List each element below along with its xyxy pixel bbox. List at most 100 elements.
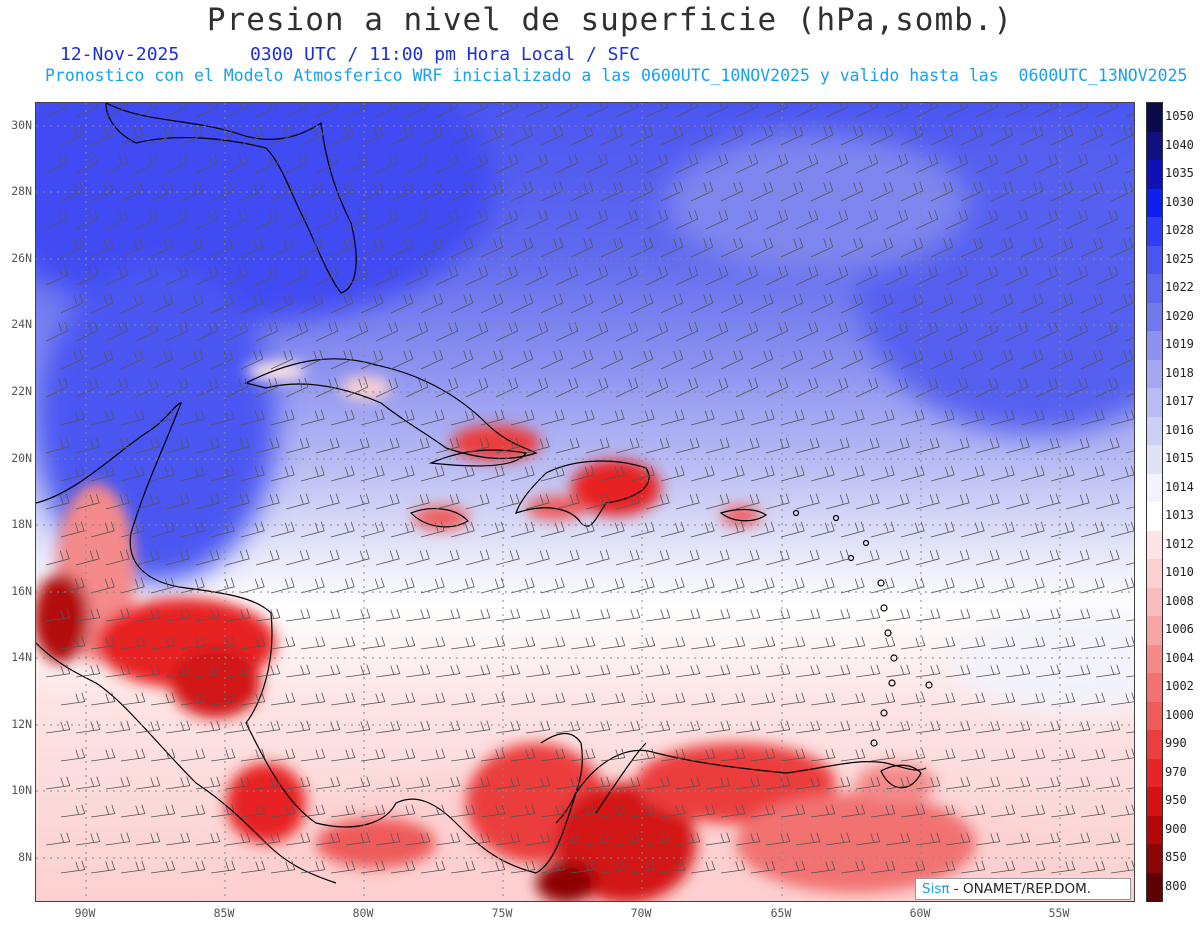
wind-barb [180,125,204,146]
wind-barb [300,125,324,146]
wind-barb [630,692,656,706]
wind-barb [960,349,984,370]
wind-barb [315,832,341,846]
wind-barb [1065,776,1091,790]
wind-barb [990,748,1016,762]
wind-barb [765,209,789,230]
wind-barb [705,103,729,118]
wind-barb [120,636,146,650]
wind-barb [1080,409,1105,426]
wind-barb [600,465,625,482]
wind-barb [135,437,160,454]
wind-barb [975,265,999,286]
wind-barb [1005,776,1031,790]
wind-barb [210,804,236,818]
wind-barb [840,125,864,146]
wind-barb [225,209,249,230]
wind-barb [990,237,1014,258]
wind-barb [225,664,251,678]
wind-barb [1110,465,1134,482]
wind-barb [270,237,294,258]
wind-barb [1005,608,1031,622]
wind-barb [345,776,371,790]
wind-barb [135,265,159,286]
wind-barb [390,521,415,538]
wind-barb [945,437,970,454]
wind-barb [780,181,804,202]
wind-barb [750,692,776,706]
wind-barb [300,409,325,426]
wind-barb [600,636,626,650]
wind-barb [390,409,415,426]
wind-barb [795,437,820,454]
wind-barb [1065,549,1090,566]
wind-barb [45,377,69,398]
wind-barb [150,349,174,370]
wind-barb [90,125,114,146]
wind-barb [750,804,776,818]
wind-barb [525,493,550,510]
graticule [36,103,1134,901]
wind-barb [930,804,956,818]
lat-label: 18N [11,517,32,531]
wind-barb [570,692,596,706]
wind-barb [795,720,821,734]
wind-barb [645,153,669,174]
wind-barb [675,608,701,622]
wind-barb [315,549,340,566]
wind-barb [540,349,564,370]
wind-barb [660,577,685,594]
wind-barb [525,720,551,734]
wind-barb [975,549,1000,566]
wind-barb [495,377,519,398]
wind-barb [375,209,399,230]
wind-barb [435,209,459,230]
wind-barb [690,860,716,874]
wind-barb [255,265,279,286]
wind-barb [780,577,805,594]
wind-barb [405,549,430,566]
wind-barb [510,860,536,874]
wind-barb [105,493,130,510]
wind-barb [885,832,911,846]
wind-barb [1050,409,1075,426]
wind-barb [1020,293,1044,314]
wind-barb [495,776,521,790]
wind-barb [1050,293,1074,314]
wind-barb [900,465,925,482]
wind-barb [690,181,714,202]
wind-barb [630,748,656,762]
wind-barb [225,832,251,846]
wind-barb [750,181,774,202]
wind-barb [60,409,85,426]
wind-barb [840,692,866,706]
wind-barb [1095,153,1119,174]
colorbar-segment [1147,245,1162,275]
wind-barb [720,804,746,818]
wind-barb [930,349,954,370]
wind-barb [600,181,624,202]
wind-barb [1095,720,1121,734]
wind-barb [270,465,295,482]
wind-barb [465,549,490,566]
wind-barb [570,636,596,650]
wind-barb [240,409,265,426]
wind-barb [945,377,969,398]
wind-barb [510,125,534,146]
forecast-time: 0300 UTC / 11:00 pm Hora Local / SFC [250,44,641,65]
wind-barb [795,549,820,566]
wind-barb [975,608,1001,622]
wind-barb [705,832,731,846]
wind-barb [630,125,654,146]
lon-label: 55W [1048,906,1070,920]
lat-label: 8N [18,850,32,864]
wind-barb [405,720,431,734]
wind-barb [225,720,251,734]
colorbar-segment [1147,616,1162,645]
wind-barb [360,748,386,762]
wind-barb [1110,125,1134,146]
wind-barb [300,860,326,874]
wind-barb [1065,437,1090,454]
chart-title: Presion a nivel de superficie (hPa,somb.… [206,2,1014,38]
wind-barb [1095,437,1120,454]
